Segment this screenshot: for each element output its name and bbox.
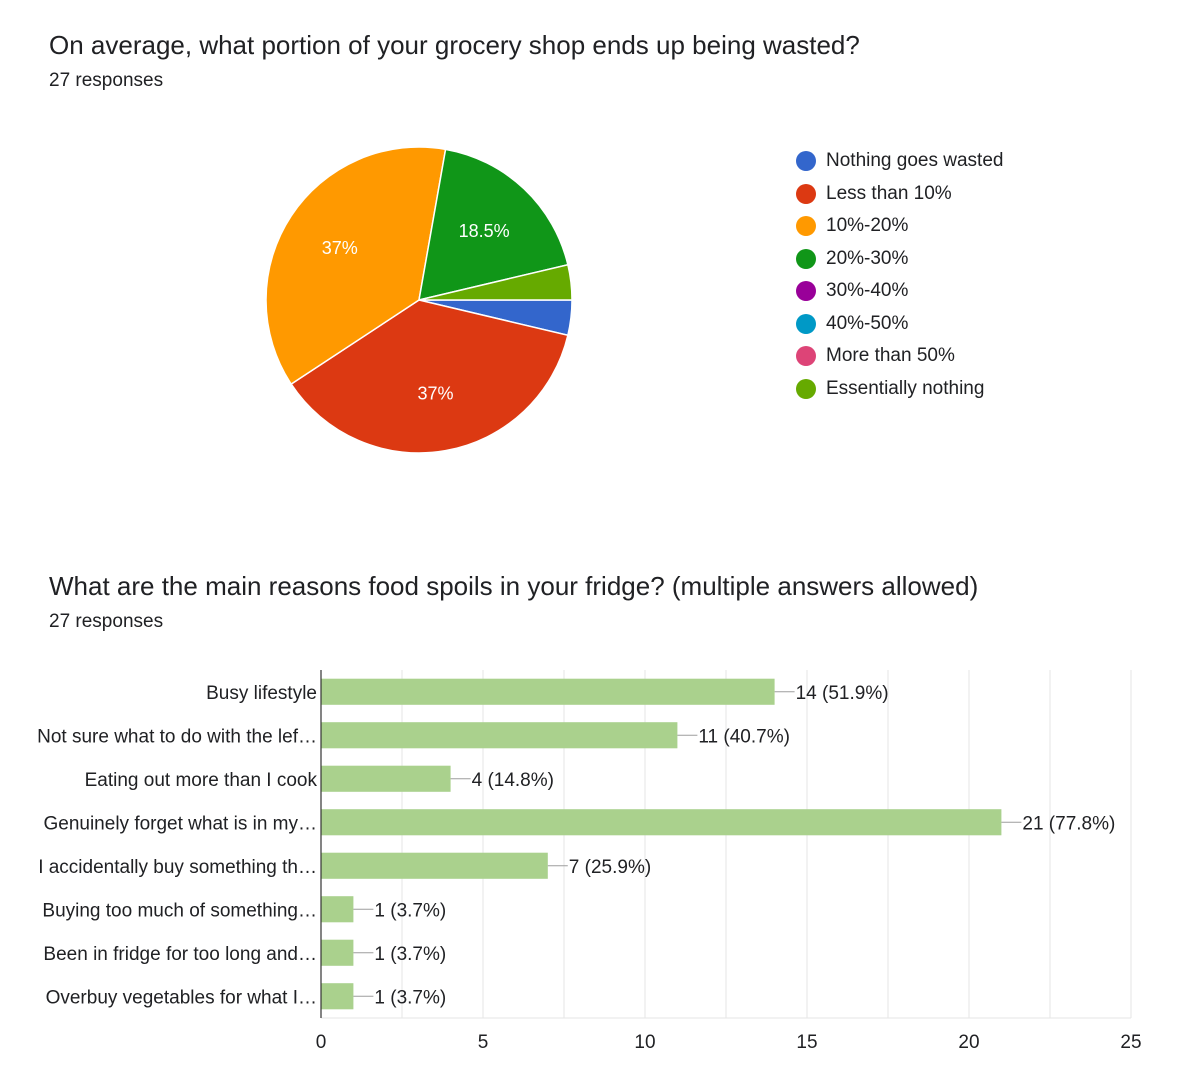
legend-swatch <box>796 346 816 367</box>
legend-swatch <box>796 183 816 204</box>
data-label: 1 (3.7%) <box>374 944 446 965</box>
x-tick-label: 20 <box>958 1032 979 1053</box>
data-label: 7 (25.9%) <box>569 857 651 878</box>
pie-slice-20-30[interactable] <box>418 148 569 301</box>
data-label: 21 (77.8%) <box>1022 813 1115 834</box>
category-label: Genuinely forget what is in my… <box>43 813 317 834</box>
legend-swatch <box>796 151 816 172</box>
legend-item-40-50[interactable]: 40%-50% <box>796 308 1003 341</box>
legend-item-more-than-50[interactable]: More than 50% <box>796 340 1003 373</box>
legend-item-less-than-10[interactable]: Less than 10% <box>796 178 1003 211</box>
legend-swatch <box>796 248 816 269</box>
legend-item-nothing-goes-wasted[interactable]: Nothing goes wasted <box>796 145 1003 178</box>
data-label: 14 (51.9%) <box>796 683 889 704</box>
pie-legend: Nothing goes wasted Less than 10% 10%-20% 2… <box>796 145 1003 405</box>
bar-overbuy-vegetables-for-what-i[interactable] <box>321 983 354 1010</box>
category-label: Busy lifestyle <box>206 683 317 704</box>
data-label: 1 (3.7%) <box>374 900 446 921</box>
x-tick-label: 15 <box>796 1032 817 1053</box>
category-label: Not sure what to do with the lef… <box>37 726 317 747</box>
pie-chart: 37% 37% 18.5% <box>265 146 573 454</box>
pie-slice-10-20[interactable] <box>265 146 447 386</box>
legend-swatch <box>796 216 816 237</box>
pie-slice-label: 18.5% <box>459 221 510 241</box>
legend-item-30-40[interactable]: 30%-40% <box>796 275 1003 308</box>
legend-item-20-30[interactable]: 20%-30% <box>796 243 1003 276</box>
pie-slice-label: 37% <box>417 383 453 403</box>
legend-label: 40%-50% <box>826 312 909 334</box>
question-1-response-count: 27 responses <box>49 70 164 91</box>
legend-label: Essentially nothing <box>826 377 985 399</box>
legend-label: 10%-20% <box>826 215 909 237</box>
category-label: Overbuy vegetables for what I… <box>46 987 317 1008</box>
legend-label: Less than 10% <box>826 182 952 204</box>
pie-slice-label: 37% <box>322 238 358 258</box>
pie-slice-essentially-nothing[interactable] <box>418 263 573 301</box>
bar-busy-lifestyle[interactable] <box>321 678 775 705</box>
legend-item-essentially-nothing[interactable]: Essentially nothing <box>796 373 1003 406</box>
legend-swatch <box>796 378 816 399</box>
x-tick-label: 5 <box>478 1032 489 1053</box>
legend-swatch <box>796 281 816 302</box>
x-tick-label: 10 <box>634 1032 655 1053</box>
pie-slice-less-than-10[interactable] <box>290 299 569 454</box>
legend-item-10-20[interactable]: 10%-20% <box>796 210 1003 243</box>
data-label: 4 (14.8%) <box>472 770 554 791</box>
legend-label: More than 50% <box>826 345 955 367</box>
x-tick-label: 25 <box>1120 1032 1141 1053</box>
bar-i-accidentally-buy-something-th[interactable] <box>321 852 548 879</box>
question-2-response-count: 27 responses <box>49 611 164 632</box>
category-label: I accidentally buy something th… <box>38 857 317 878</box>
category-label: Buying too much of something… <box>42 900 317 921</box>
bar-genuinely-forget-what-is-in-my[interactable] <box>321 809 1002 836</box>
legend-label: Nothing goes wasted <box>826 150 1004 172</box>
data-label: 11 (40.7%) <box>698 726 790 747</box>
bar-buying-too-much-of-something[interactable] <box>321 896 354 923</box>
category-label: Been in fridge for too long and… <box>43 944 317 965</box>
data-label: 1 (3.7%) <box>374 987 446 1008</box>
category-label: Eating out more than I cook <box>85 770 318 791</box>
legend-label: 20%-30% <box>826 247 909 269</box>
question-1-title: On average, what portion of your grocery… <box>49 30 860 60</box>
legend-swatch <box>796 313 816 334</box>
legend-label: 30%-40% <box>826 280 909 302</box>
bar-been-in-fridge-for-too-long-and[interactable] <box>321 939 354 966</box>
x-tick-label: 0 <box>316 1032 327 1053</box>
bar-not-sure-what-to-do-with-the-lef[interactable] <box>321 722 678 749</box>
bar-eating-out-more-than-i-cook[interactable] <box>321 765 451 792</box>
question-2-title: What are the main reasons food spoils in… <box>49 571 979 601</box>
